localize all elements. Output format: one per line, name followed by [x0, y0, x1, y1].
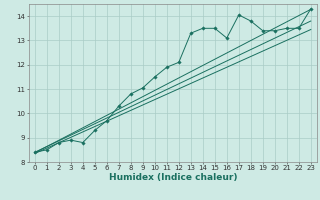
X-axis label: Humidex (Indice chaleur): Humidex (Indice chaleur) [108, 173, 237, 182]
